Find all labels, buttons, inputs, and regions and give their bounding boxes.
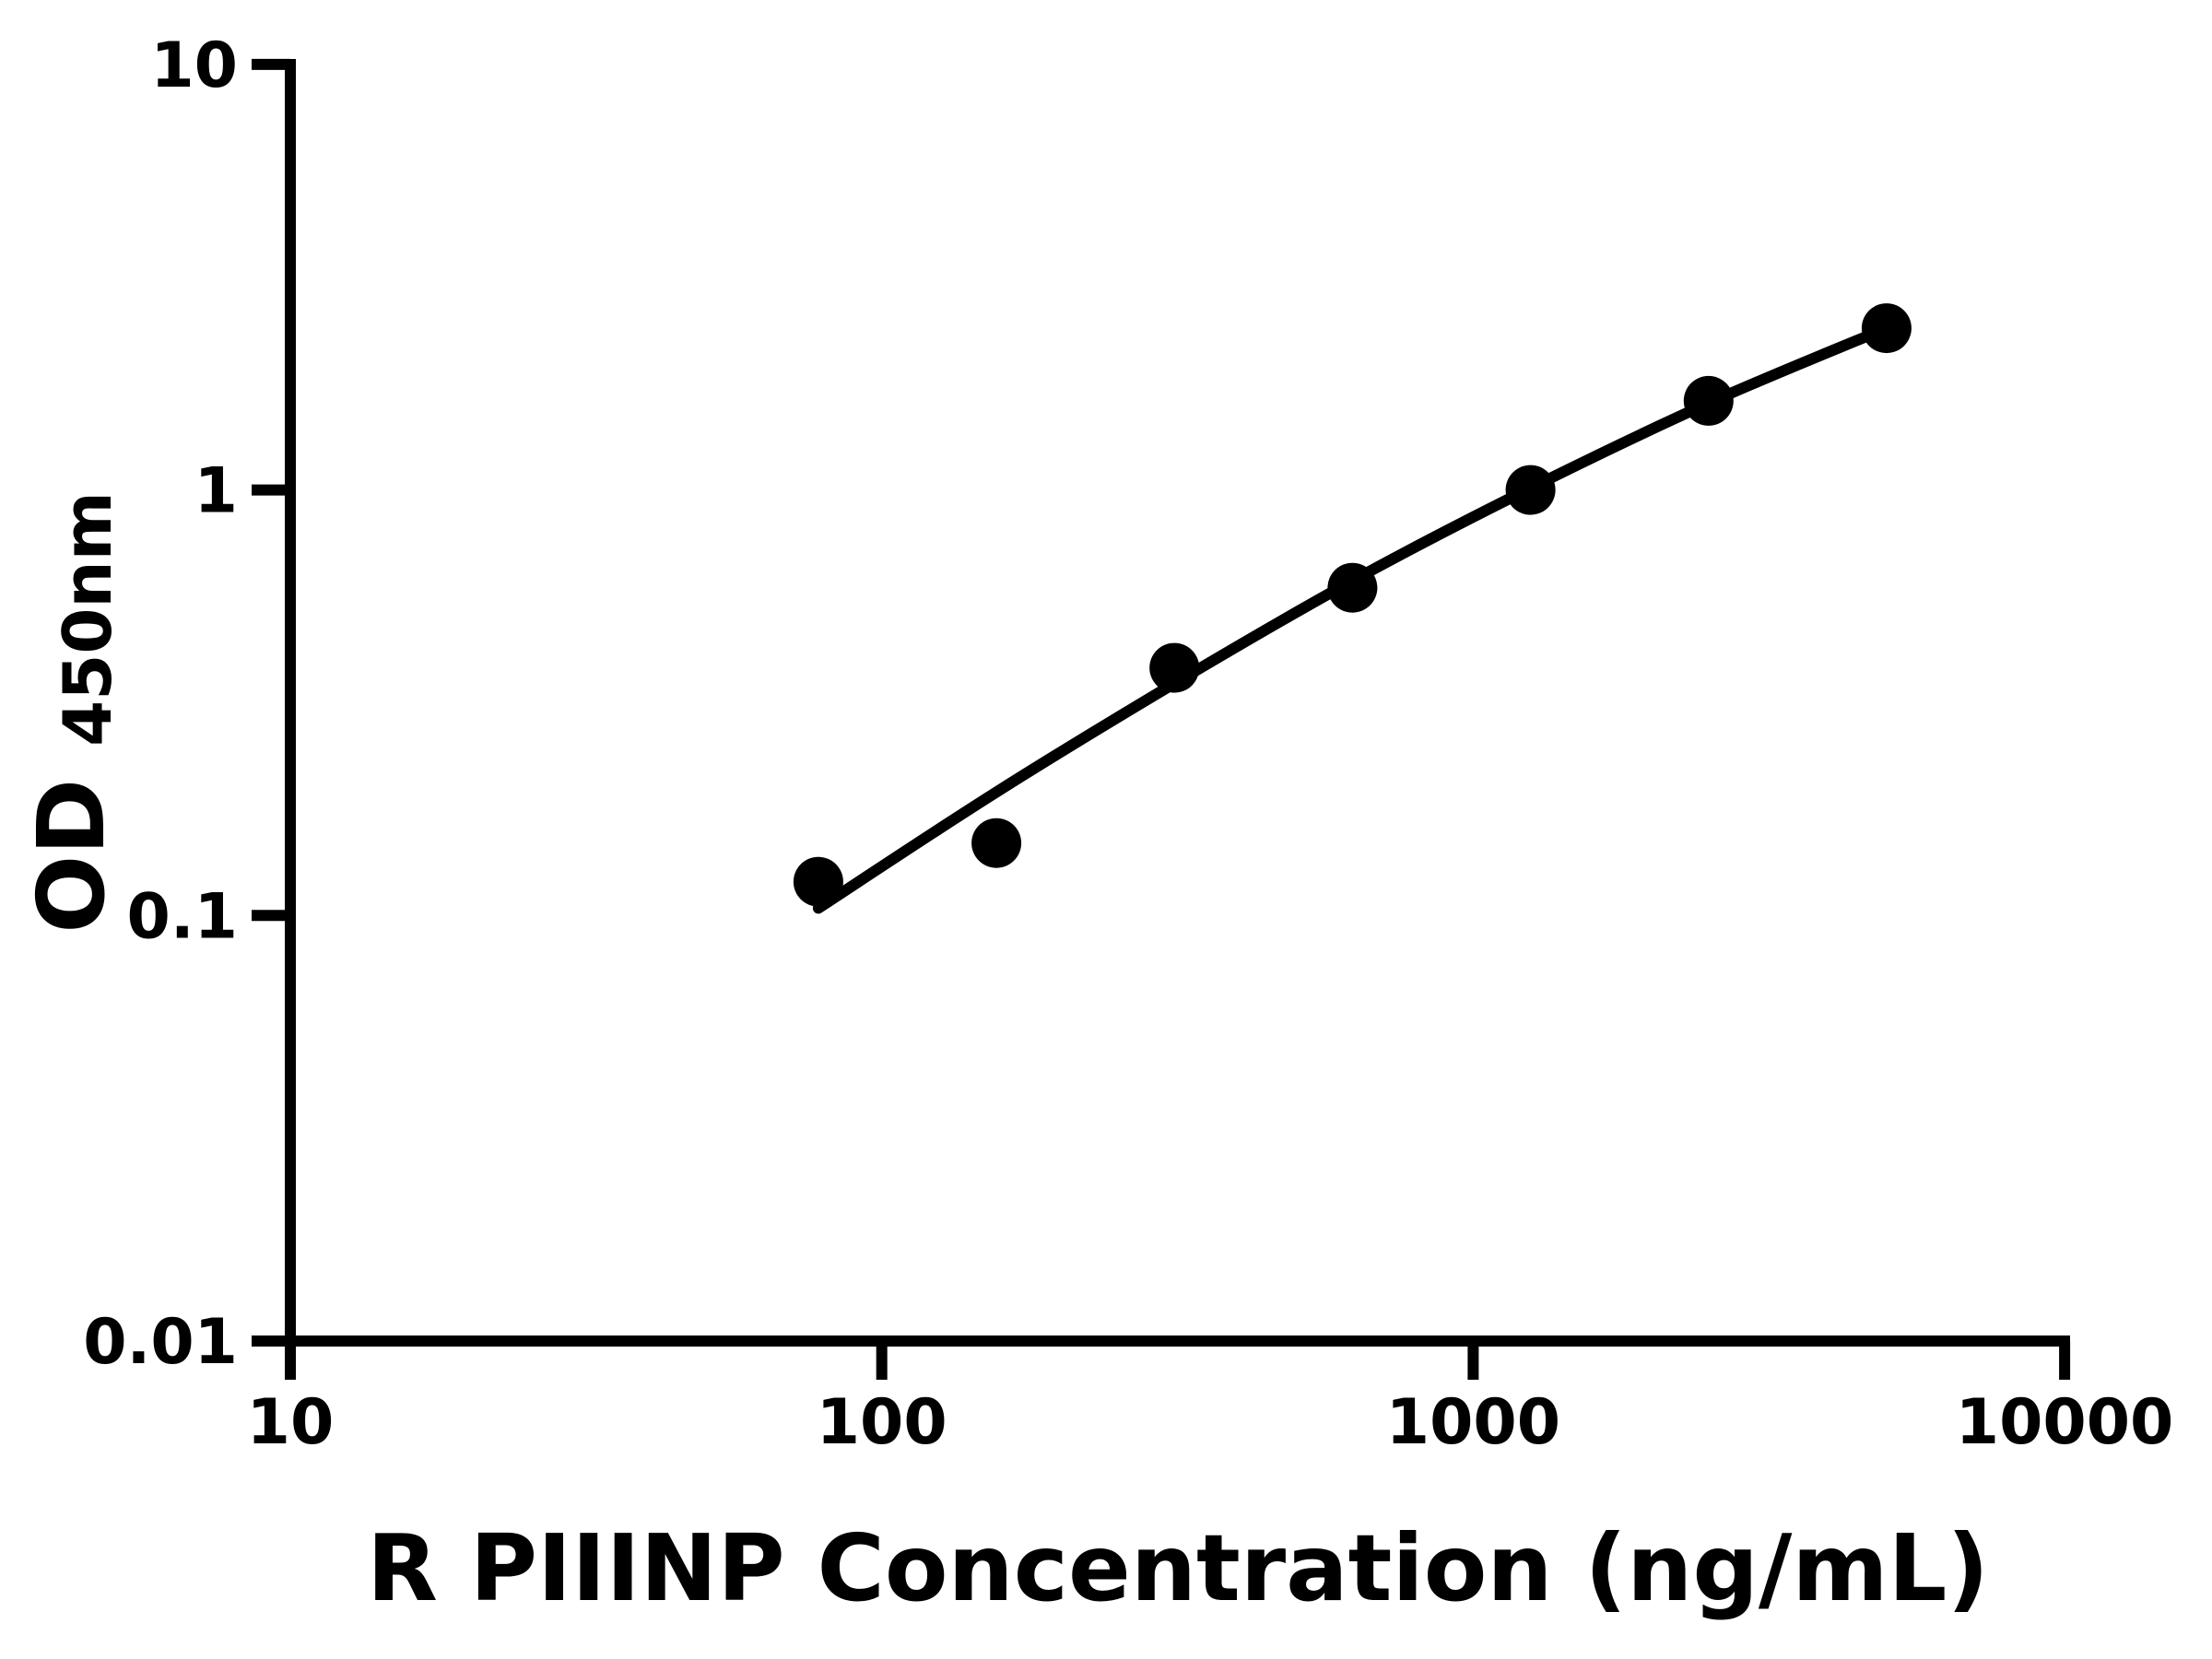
y-tick-label: 10 xyxy=(150,29,238,102)
y-axis-tick-labels: 0.01 0.1 1 10 xyxy=(83,29,238,1379)
x-tick-label: 100 xyxy=(817,1386,947,1459)
y-axis-ticks xyxy=(252,58,290,1347)
y-tick-label: 0.01 xyxy=(83,1306,238,1379)
y-tick-label: 0.1 xyxy=(127,880,238,953)
x-axis-tick-labels: 10 100 1000 10000 xyxy=(247,1386,2174,1459)
data-point xyxy=(1505,465,1556,515)
data-point xyxy=(1149,642,1200,693)
data-point xyxy=(971,818,1022,868)
data-point xyxy=(1327,562,1378,613)
y-axis-title: OD 450nm xyxy=(18,491,126,933)
x-axis-title: R PIIINP Concentration (ng/mL) xyxy=(367,1514,1989,1622)
y-tick-label: 1 xyxy=(194,455,238,528)
x-tick-label: 10 xyxy=(247,1386,335,1459)
data-points xyxy=(793,303,1912,907)
x-tick-label: 10000 xyxy=(1956,1386,2174,1459)
y-axis-title-main: OD xyxy=(18,779,125,934)
data-point xyxy=(1683,375,1734,426)
axes xyxy=(285,59,2070,1347)
data-point xyxy=(1861,303,1912,354)
y-axis-title-subscript: 450nm xyxy=(49,491,126,747)
x-tick-label: 1000 xyxy=(1386,1386,1560,1459)
data-point xyxy=(793,856,843,907)
x-axis-ticks xyxy=(285,1341,2071,1380)
